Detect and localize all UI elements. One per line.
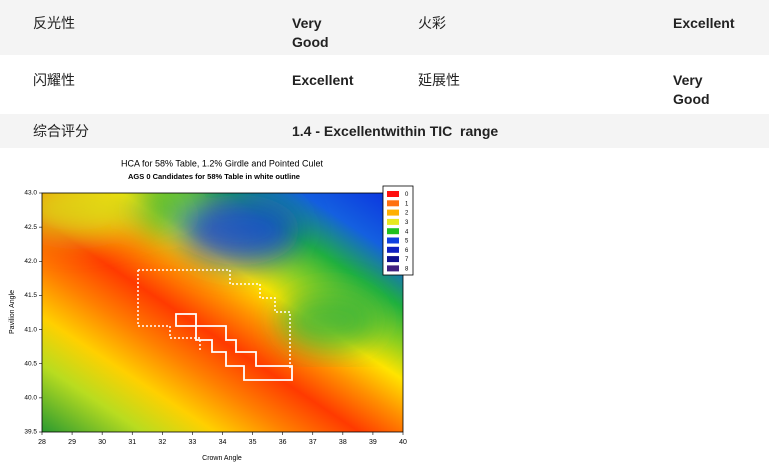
table-row: 闪耀性 Excellent 延展性 Very Good — [0, 57, 769, 112]
y-tick-label: 42.0 — [24, 258, 37, 265]
legend-label: 5 — [405, 239, 409, 245]
chart: HCA for 58% Table, 1.2% Girdle and Point… — [9, 158, 414, 462]
y-tick-label: 42.5 — [24, 224, 37, 231]
legend-swatch — [387, 209, 399, 216]
legend-label: 0 — [405, 192, 409, 198]
legend-label: 7 — [405, 257, 409, 263]
label: 延展性 — [418, 72, 460, 88]
y-tick-label: 41.5 — [24, 292, 37, 299]
y-tick-label: 40.0 — [24, 395, 37, 402]
label: 火彩 — [418, 15, 446, 31]
label: 综合评分 — [33, 123, 89, 139]
value: Excellent — [673, 15, 735, 31]
value: Very Good — [292, 15, 329, 50]
legend-label: 2 — [405, 211, 409, 217]
x-tick-label: 40 — [399, 439, 407, 446]
x-axis-label: Crown Angle — [202, 455, 242, 462]
legend-swatch — [387, 218, 399, 225]
legend-label: 1 — [405, 201, 409, 207]
y-axis-label: Pavilion Angle — [9, 290, 16, 334]
x-tick-label: 34 — [219, 439, 227, 446]
x-tick-label: 36 — [279, 439, 287, 446]
ags0-outline — [175, 313, 293, 381]
legend-swatch — [387, 200, 399, 207]
label: 闪耀性 — [33, 72, 75, 88]
value: 1.4 - Excellentwithin TIC range — [292, 123, 499, 139]
x-tick-label: 28 — [38, 439, 46, 446]
x-tick-label: 29 — [68, 439, 76, 446]
table-row: 反光性 Very Good 火彩 Excellent — [0, 0, 769, 55]
x-tick-label: 31 — [128, 439, 136, 446]
legend-swatch — [387, 228, 399, 235]
legend-label: 8 — [405, 266, 409, 272]
table-row: 综合评分 1.4 - Excellentwithin TIC range — [0, 114, 769, 148]
legend-label: 3 — [405, 220, 409, 226]
x-tick-label: 39 — [369, 439, 377, 446]
y-tick-label: 41.0 — [24, 326, 37, 333]
x-tick-label: 30 — [98, 439, 106, 446]
x-tick-label: 35 — [249, 439, 257, 446]
y-tick-label: 39.5 — [24, 429, 37, 436]
x-tick-label: 38 — [339, 439, 347, 446]
chart-subtitle: AGS 0 Candidates for 58% Table in white … — [128, 172, 300, 181]
legend-swatch — [387, 237, 399, 244]
heatmap — [42, 193, 403, 432]
y-tick-label: 43.0 — [24, 190, 37, 197]
legend-swatch — [387, 191, 399, 197]
legend-swatch — [387, 256, 399, 263]
legend-label: 4 — [405, 229, 409, 235]
legend-swatch — [387, 265, 399, 272]
legend-swatch — [387, 246, 399, 253]
value: Excellent — [292, 72, 354, 88]
x-tick-label: 33 — [189, 439, 197, 446]
chart-title: HCA for 58% Table, 1.2% Girdle and Point… — [121, 158, 323, 168]
value: Very Good — [673, 72, 710, 107]
label: 反光性 — [33, 15, 75, 31]
x-tick-label: 32 — [158, 439, 166, 446]
x-tick-label: 37 — [309, 439, 317, 446]
legend-label: 6 — [405, 248, 409, 254]
y-tick-label: 40.5 — [24, 360, 37, 367]
